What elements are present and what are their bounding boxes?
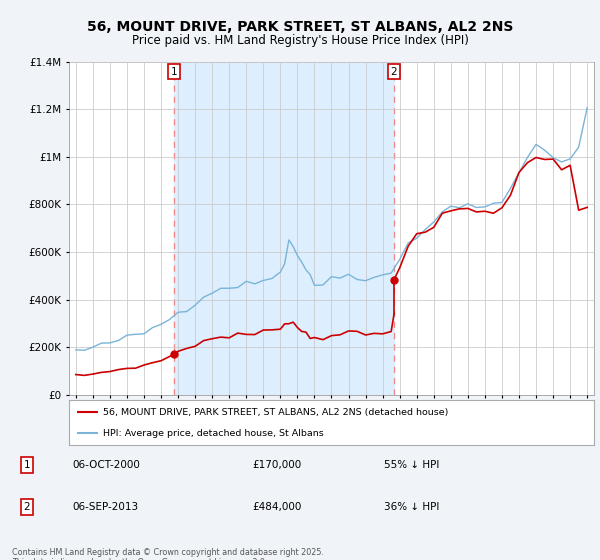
Text: Price paid vs. HM Land Registry's House Price Index (HPI): Price paid vs. HM Land Registry's House … [131, 34, 469, 46]
Text: 55% ↓ HPI: 55% ↓ HPI [384, 460, 439, 470]
Text: 1: 1 [23, 460, 31, 470]
Text: HPI: Average price, detached house, St Albans: HPI: Average price, detached house, St A… [103, 428, 324, 437]
Text: £170,000: £170,000 [252, 460, 301, 470]
Text: 2: 2 [23, 502, 31, 512]
Text: 56, MOUNT DRIVE, PARK STREET, ST ALBANS, AL2 2NS (detached house): 56, MOUNT DRIVE, PARK STREET, ST ALBANS,… [103, 408, 449, 417]
Text: 1: 1 [170, 67, 177, 77]
Text: 06-SEP-2013: 06-SEP-2013 [72, 502, 138, 512]
Text: 06-OCT-2000: 06-OCT-2000 [72, 460, 140, 470]
Text: Contains HM Land Registry data © Crown copyright and database right 2025.
This d: Contains HM Land Registry data © Crown c… [12, 548, 324, 560]
Text: 2: 2 [391, 67, 397, 77]
Bar [174, 62, 394, 395]
Text: 36% ↓ HPI: 36% ↓ HPI [384, 502, 439, 512]
Text: £484,000: £484,000 [252, 502, 301, 512]
Text: 56, MOUNT DRIVE, PARK STREET, ST ALBANS, AL2 2NS: 56, MOUNT DRIVE, PARK STREET, ST ALBANS,… [87, 20, 513, 34]
